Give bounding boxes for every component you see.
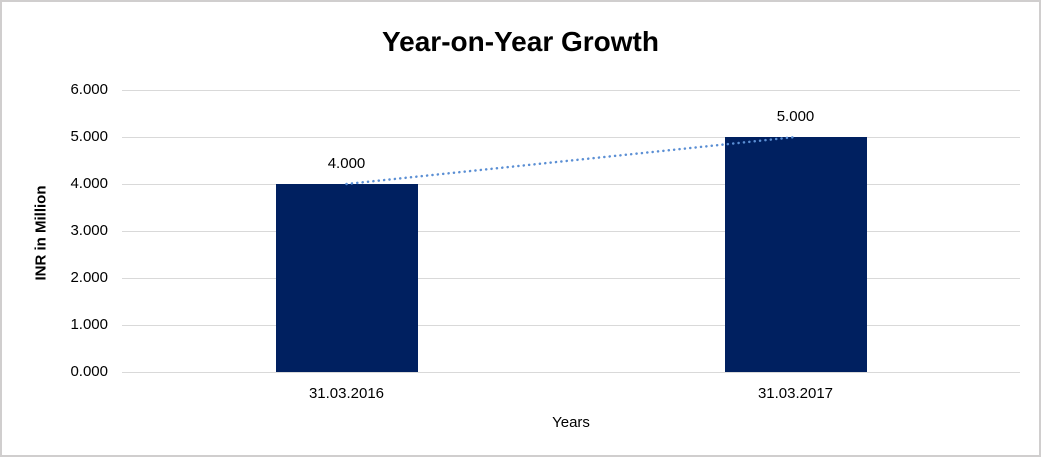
x-tick-label: 31.03.2016 (308, 385, 385, 402)
y-tick-label: 0.000 (70, 363, 108, 380)
y-axis-title: INR in Million (32, 185, 50, 281)
gridline (122, 89, 1020, 91)
y-tick-label: 3.000 (70, 222, 108, 239)
trendline-path (345, 135, 797, 186)
y-tick-label: 1.000 (70, 316, 108, 333)
gridline (122, 371, 1020, 373)
bar (275, 184, 418, 372)
y-tick-label: 4.000 (70, 175, 108, 192)
trendline (345, 135, 797, 186)
bar (724, 137, 867, 372)
y-tick-label: 5.000 (70, 128, 108, 145)
y-tick-label: 6.000 (70, 81, 108, 98)
gridline (122, 136, 1020, 138)
gridline (122, 277, 1020, 279)
gridline (122, 183, 1020, 185)
gridline (122, 230, 1020, 232)
bars-layer (122, 90, 1020, 372)
chart-title: Year-on-Year Growth (382, 26, 659, 57)
y-tick-label: 2.000 (70, 269, 108, 286)
gridline (122, 324, 1020, 326)
plot-area (122, 89, 1020, 373)
gridlines-layer (122, 89, 1020, 373)
x-axis-title: Years (552, 414, 590, 431)
x-tick-label: 31.03.2017 (757, 385, 834, 402)
